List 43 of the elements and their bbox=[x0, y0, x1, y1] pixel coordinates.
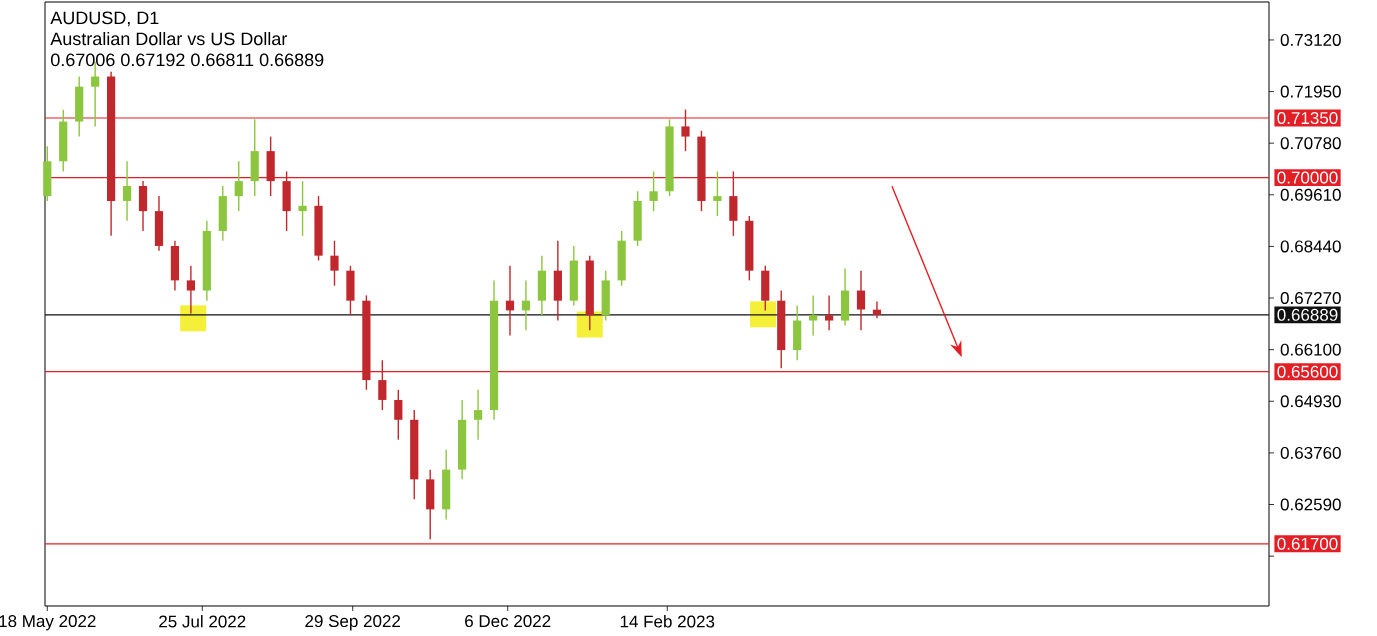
y-tick-label: 0.68440 bbox=[1280, 240, 1341, 253]
candlestick bbox=[521, 279, 531, 331]
y-tick-label: 0.69610 bbox=[1280, 188, 1341, 201]
y-tick-label: 0.63760 bbox=[1280, 446, 1341, 459]
candlestick bbox=[713, 170, 722, 217]
candlestick bbox=[330, 239, 339, 287]
candlestick bbox=[298, 180, 307, 237]
point bbox=[180, 305, 207, 332]
candlestick bbox=[122, 160, 132, 222]
ref-line-label: 0.65600 bbox=[1277, 365, 1338, 378]
x-tick-label: 29 Sep 2022 bbox=[305, 615, 401, 631]
candlestick bbox=[505, 265, 515, 337]
candlestick bbox=[681, 108, 690, 152]
x-tick-label: 25 Jul 2022 bbox=[159, 615, 246, 628]
candlestick bbox=[473, 389, 483, 441]
y-tick-label: 0.71950 bbox=[1280, 85, 1341, 98]
text: Australian Dollar vs US Dollar bbox=[50, 31, 288, 46]
y-tick-label: 0.66100 bbox=[1280, 343, 1341, 356]
candlestick bbox=[649, 170, 658, 212]
point bbox=[749, 301, 776, 328]
y-tick-label: 0.64930 bbox=[1280, 395, 1341, 408]
ref-line-label: 0.66889 bbox=[1277, 308, 1338, 321]
candlestick bbox=[856, 269, 866, 331]
ref-line-label: 0.70000 bbox=[1277, 171, 1338, 184]
candlestick bbox=[378, 359, 387, 411]
ref-line-label: 0.71350 bbox=[1277, 112, 1338, 125]
y-tick-label: 0.73120 bbox=[1280, 33, 1341, 46]
x-tick-label: 14 Feb 2023 bbox=[620, 615, 715, 628]
ref-line-label: 0.61700 bbox=[1277, 537, 1338, 550]
candlestick bbox=[824, 294, 834, 331]
candlestick bbox=[186, 265, 195, 315]
candlestick bbox=[394, 389, 403, 441]
x-tick-label: 6 Dec 2022 bbox=[465, 615, 551, 628]
x-tick-label: 18 May 2022 bbox=[0, 615, 96, 631]
point bbox=[576, 311, 603, 338]
candlestick bbox=[809, 294, 818, 337]
chart-title: AUDUSD, D1 bbox=[50, 11, 159, 27]
candlestick bbox=[872, 300, 882, 319]
annotation: 0.67006 0.67192 0.66811 0.66889 bbox=[50, 53, 324, 67]
y-tick-label: 0.70780 bbox=[1280, 137, 1341, 150]
candlestick bbox=[234, 160, 243, 212]
y-tick-label: 0.62590 bbox=[1280, 498, 1341, 511]
y-tick-label: 0.67270 bbox=[1280, 292, 1341, 305]
